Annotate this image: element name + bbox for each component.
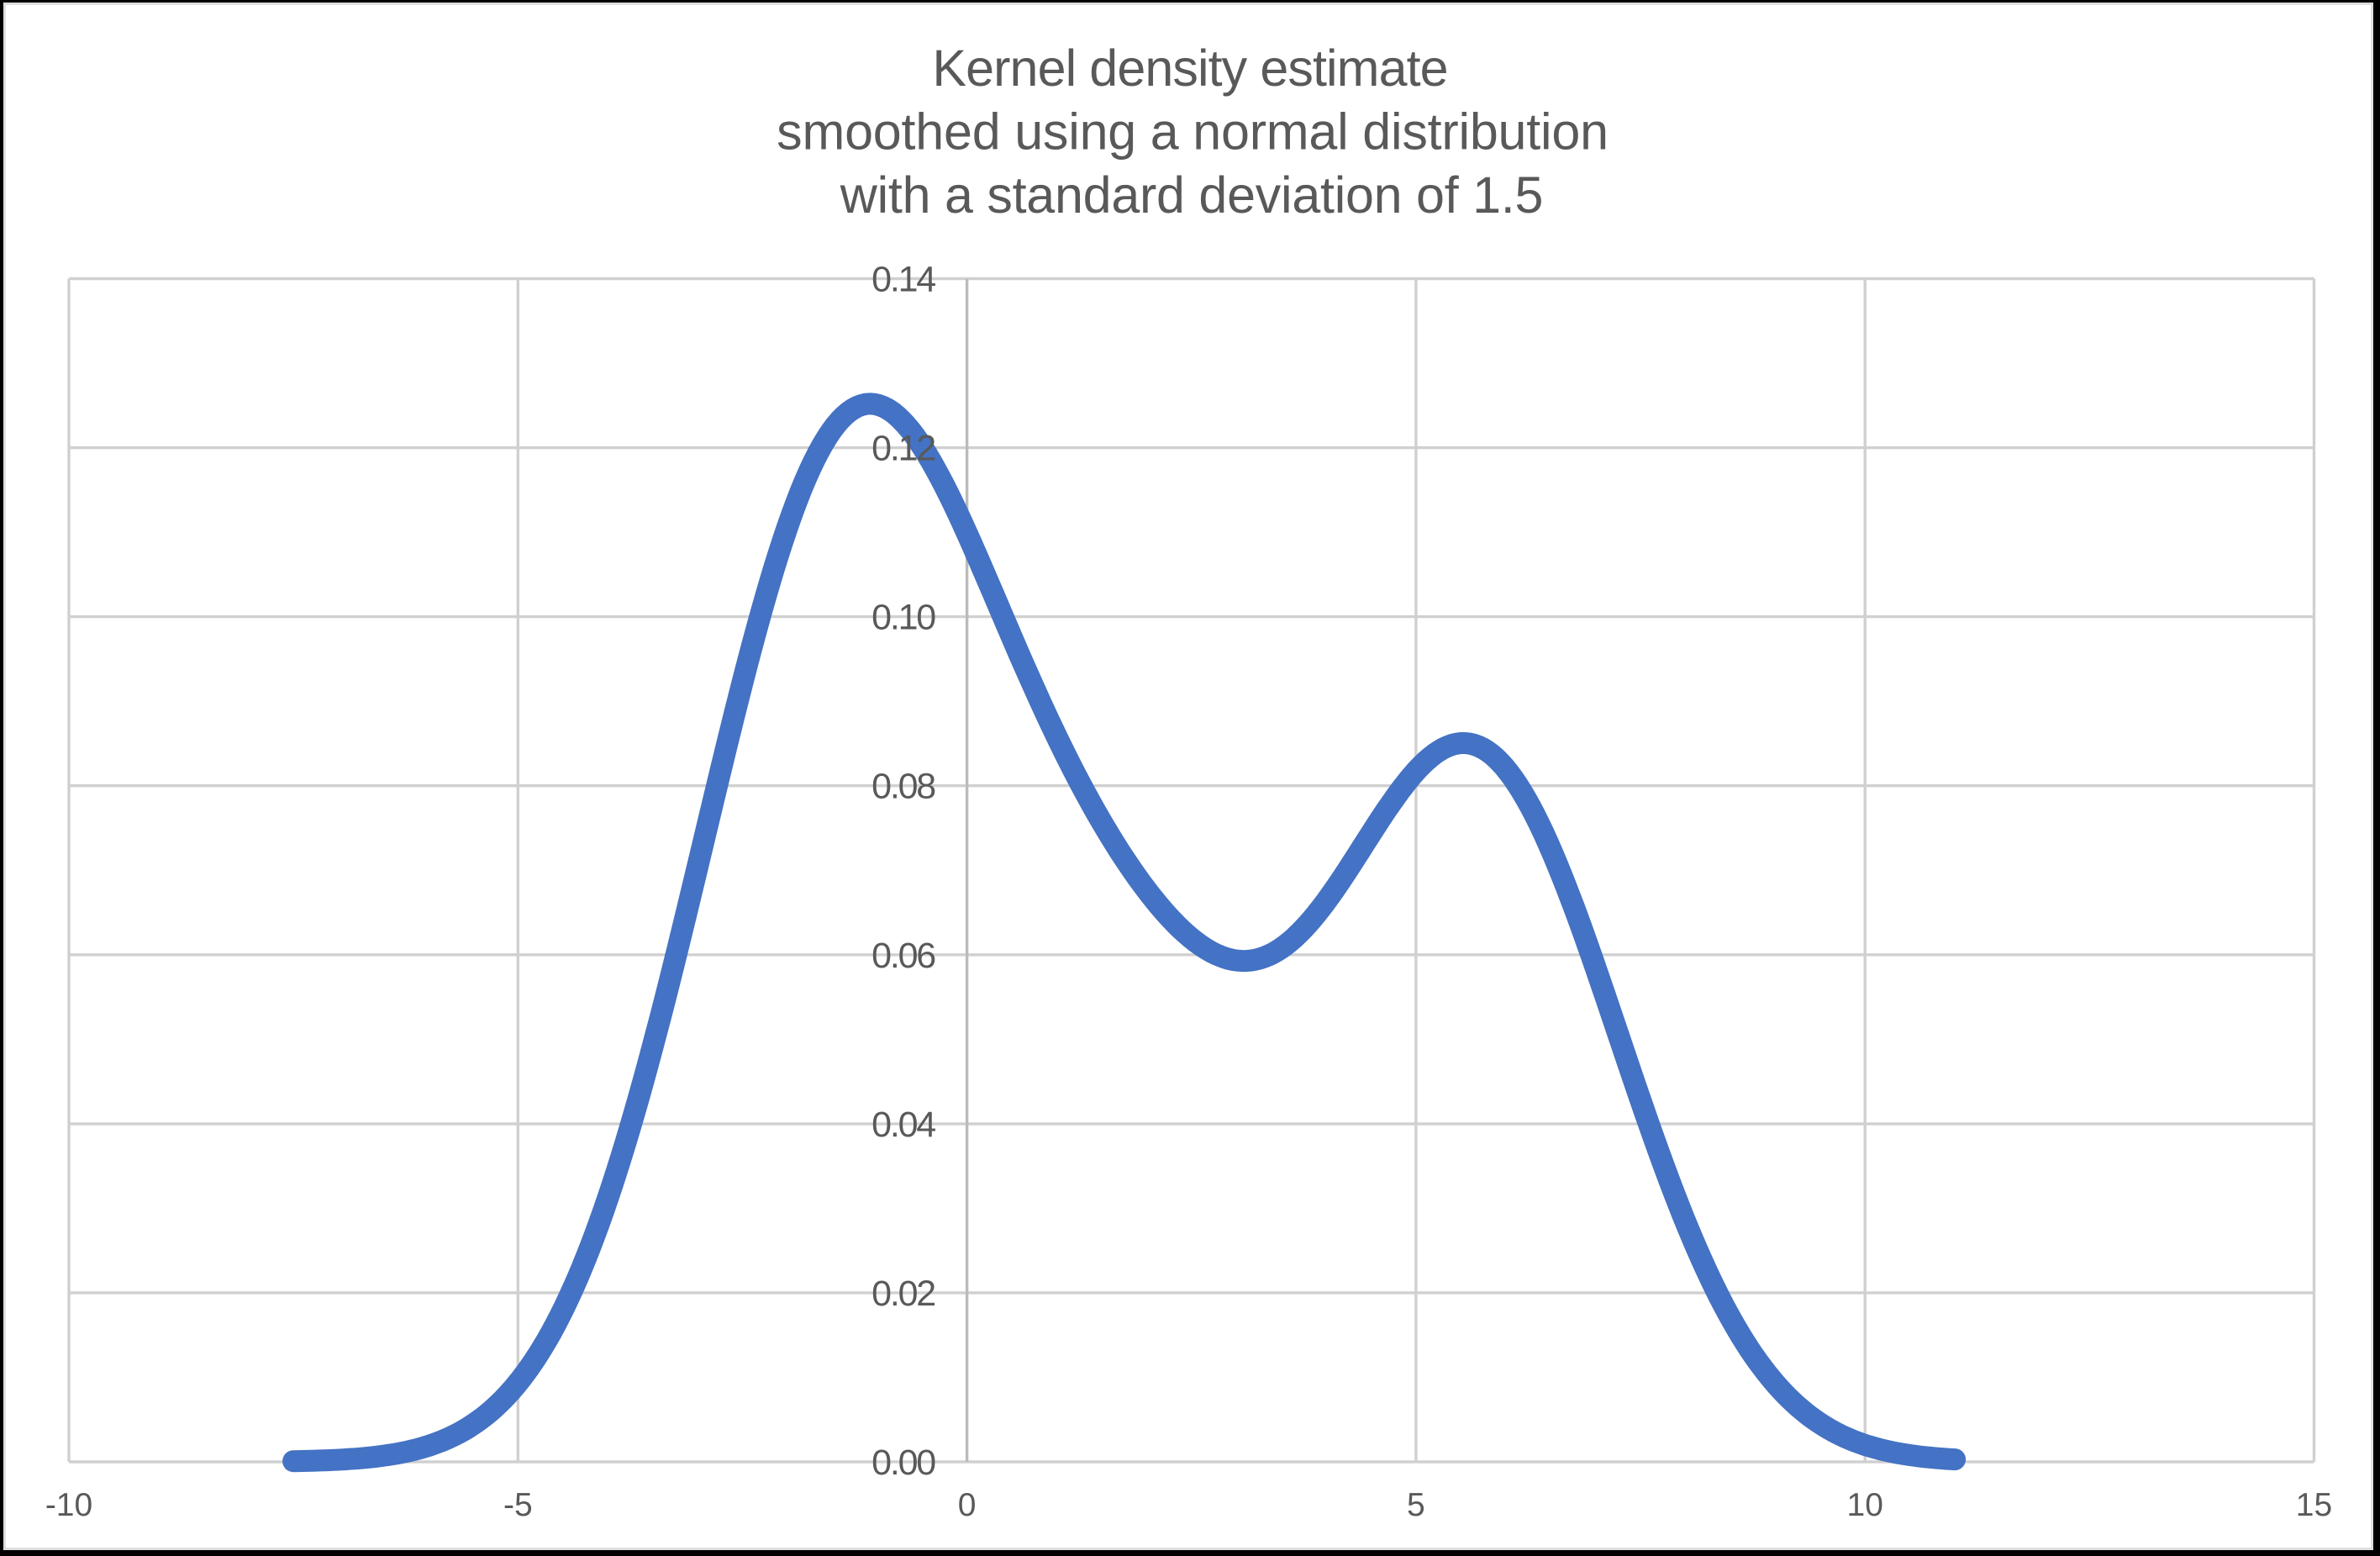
svg-text:0.14: 0.14 — [871, 260, 935, 300]
svg-text:0.10: 0.10 — [871, 598, 935, 638]
svg-text:5: 5 — [1407, 1487, 1425, 1523]
svg-text:0.06: 0.06 — [871, 936, 935, 976]
svg-text:0: 0 — [958, 1487, 977, 1523]
svg-text:0.02: 0.02 — [871, 1274, 935, 1314]
svg-text:-5: -5 — [503, 1487, 533, 1523]
svg-text:with a standard deviation of 1: with a standard deviation of 1.5 — [840, 166, 1543, 224]
svg-text:10: 10 — [1847, 1487, 1883, 1523]
svg-text:15: 15 — [2296, 1487, 2332, 1523]
svg-text:Kernel density estimate: Kernel density estimate — [932, 40, 1447, 97]
svg-text:-10: -10 — [45, 1487, 92, 1523]
svg-text:0.08: 0.08 — [871, 767, 935, 807]
svg-text:smoothed using a normal distri: smoothed using a normal distribution — [777, 103, 1609, 161]
svg-text:0.00: 0.00 — [871, 1443, 935, 1483]
svg-text:0.04: 0.04 — [871, 1105, 935, 1145]
svg-text:0.12: 0.12 — [871, 429, 935, 469]
